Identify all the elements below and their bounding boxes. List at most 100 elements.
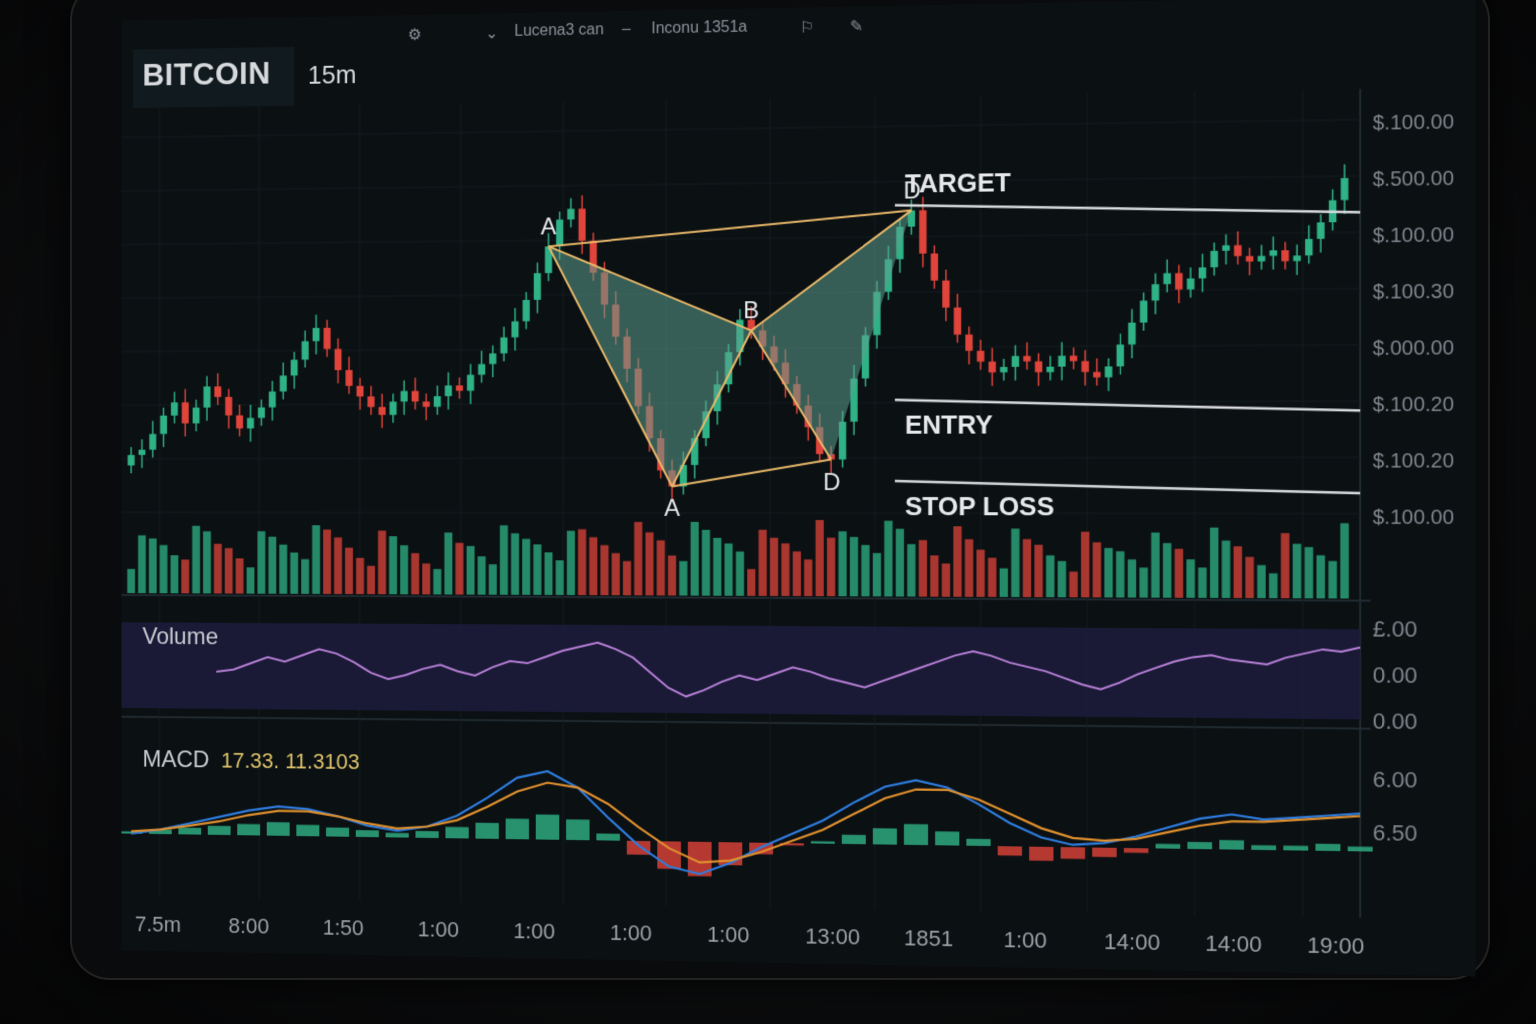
grid-line [122,457,1360,458]
volume-bar [668,555,676,595]
candle [247,418,254,429]
time-tick: 13:00 [805,923,860,949]
macd-histogram-bar [506,819,529,840]
volume-bar [467,546,475,595]
candle [579,209,586,241]
volume-bar [1305,547,1314,598]
volume-bar [411,553,419,594]
candle [138,450,145,455]
volume-bar [444,533,452,595]
macd-tick: 6.00 [1373,766,1418,793]
grid-line [122,120,1360,138]
volume-bar [850,537,858,596]
volume-bar [160,545,168,593]
volume-tick: 0.00 [1373,662,1418,688]
volume-bar [838,531,846,596]
candle [269,391,276,407]
volume-bar [127,569,135,593]
volume-bar [334,537,342,594]
macd-histogram-bar [811,841,835,844]
volume-bar [861,545,869,596]
volume-bar [389,536,397,594]
time-tick: 14:00 [1205,930,1262,957]
volume-bar [1128,559,1136,597]
candle [500,337,507,353]
candle [1163,273,1171,284]
level-line [895,481,1360,493]
macd-values: 17.33. 11.3103 [221,748,360,774]
candle [280,376,287,392]
candle [258,407,265,418]
price-tick: $.500.00 [1373,167,1454,191]
volume-bar [1069,572,1077,598]
volume-tick: £.00 [1373,616,1418,642]
volume-bar [736,551,744,595]
candle [291,360,298,376]
macd-histogram-bar [356,830,379,837]
volume-bar [1257,565,1266,598]
candle [225,397,232,415]
candle [931,253,938,280]
macd-histogram-bar [1187,842,1212,849]
volume-bar [804,559,812,596]
time-tick: 1:00 [513,918,555,944]
time-tick: 1851 [904,925,953,951]
volume-bar [1269,573,1278,598]
candle [1246,256,1254,262]
volume-bar [827,538,835,597]
volume-bar [236,558,244,593]
time-tick: 1:00 [418,916,459,942]
candle [1269,250,1277,256]
candle [236,415,243,428]
candle [302,341,309,360]
volume-bar [1175,549,1183,598]
time-tick: 19:00 [1307,932,1364,959]
candle [1281,250,1289,261]
candle [965,335,972,351]
volume-bar [567,531,575,595]
volume-bar [1186,559,1194,597]
level-line [895,398,1360,412]
volume-tick: 0.00 [1373,708,1418,734]
macd-histogram-bar [1315,844,1340,851]
volume-bar [1293,544,1302,599]
volume-bar [1340,523,1349,598]
candle [182,402,189,423]
volume-bar [149,538,157,593]
candle [193,408,200,424]
volume-bar [556,560,564,595]
candle [478,364,485,375]
candle [1317,222,1325,239]
volume-bar [1222,541,1230,598]
volume-bar [930,555,938,596]
volume-bar [478,556,486,594]
time-tick: 8:00 [228,913,269,939]
volume-bar [1163,543,1171,598]
volume-bar [301,559,309,594]
candle [401,391,408,402]
volume-bar [1281,533,1290,598]
volume-bar [600,545,608,595]
volume-bar [500,525,508,594]
volume-bar [1316,555,1325,598]
macd-histogram-bar [1348,846,1373,851]
volume-bar [203,531,211,593]
candle [1293,256,1301,262]
volume-bar [770,538,778,596]
candle [511,321,518,337]
candle [1047,367,1054,372]
candle [324,328,331,349]
time-tick: 1:50 [323,915,364,941]
macd-histogram-bar [842,835,866,845]
candle [942,280,949,307]
volume-bar [1023,539,1031,597]
volume-bar [544,552,552,595]
candle [1152,284,1160,300]
macd-title: MACD [142,747,209,774]
macd-histogram-bar [1092,848,1116,858]
volume-bar [702,530,710,596]
volume-bar [214,544,222,594]
candle [379,407,386,415]
candle [1012,356,1019,367]
